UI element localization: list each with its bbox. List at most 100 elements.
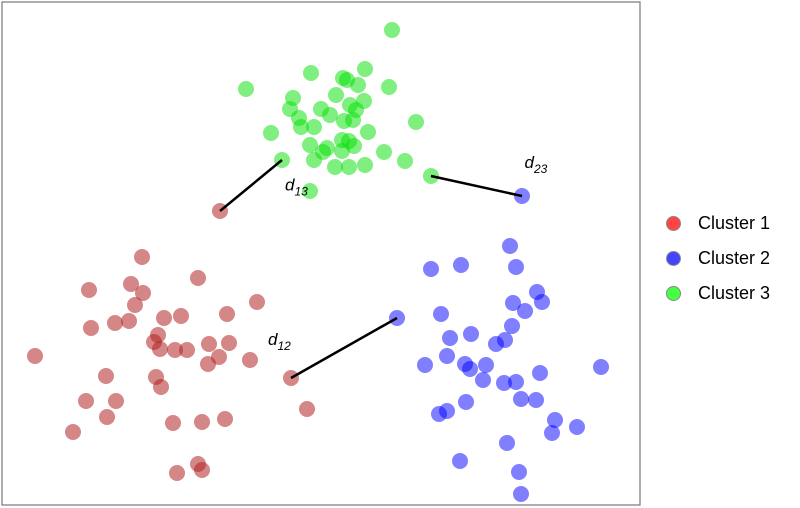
data-point-cluster-3 <box>322 107 338 123</box>
plot-frame <box>1 1 641 506</box>
data-point-cluster-2 <box>499 435 515 451</box>
data-point-cluster-2 <box>504 318 520 334</box>
data-point-cluster-1 <box>121 313 137 329</box>
data-point-cluster-2 <box>513 486 529 502</box>
data-point-cluster-1 <box>65 424 81 440</box>
legend-item-cluster-3: Cluster 3 <box>666 276 770 311</box>
data-point-cluster-1 <box>179 342 195 358</box>
data-point-cluster-1 <box>299 401 315 417</box>
legend-swatch-blue <box>666 251 681 266</box>
data-point-cluster-1 <box>153 379 169 395</box>
data-point-cluster-3 <box>306 119 322 135</box>
data-point-cluster-3 <box>293 119 309 135</box>
data-point-cluster-1 <box>219 306 235 322</box>
data-point-cluster-2 <box>513 391 529 407</box>
data-point-cluster-2 <box>417 357 433 373</box>
data-point-cluster-1 <box>194 414 210 430</box>
legend-item-cluster-1: Cluster 1 <box>666 206 770 241</box>
data-point-cluster-2 <box>508 259 524 275</box>
legend-swatch-green <box>666 286 681 301</box>
legend-label: Cluster 1 <box>698 213 771 233</box>
data-point-cluster-2 <box>544 425 560 441</box>
data-point-cluster-1 <box>221 335 237 351</box>
legend: Cluster 1 Cluster 2 Cluster 3 <box>666 206 770 311</box>
data-point-cluster-1 <box>152 341 168 357</box>
distance-label-d12: d12 <box>268 330 291 353</box>
data-point-cluster-1 <box>165 415 181 431</box>
data-point-cluster-3 <box>397 153 413 169</box>
data-point-cluster-3 <box>350 77 366 93</box>
data-point-cluster-2 <box>502 238 518 254</box>
data-point-cluster-1 <box>107 315 123 331</box>
data-point-cluster-2 <box>528 392 544 408</box>
data-point-cluster-3 <box>346 138 362 154</box>
distance-label-d23: d23 <box>525 153 548 176</box>
data-point-cluster-1 <box>249 294 265 310</box>
data-point-cluster-2 <box>463 326 479 342</box>
data-point-cluster-2 <box>458 394 474 410</box>
data-point-cluster-1 <box>127 297 143 313</box>
data-point-cluster-2 <box>478 357 494 373</box>
data-point-cluster-3 <box>302 137 318 153</box>
data-point-cluster-3 <box>345 112 361 128</box>
data-point-cluster-3 <box>328 87 344 103</box>
data-point-cluster-1 <box>27 348 43 364</box>
data-point-cluster-1 <box>135 285 151 301</box>
data-point-cluster-3 <box>381 79 397 95</box>
data-point-cluster-3 <box>306 152 322 168</box>
data-point-cluster-1 <box>156 310 172 326</box>
legend-label: Cluster 3 <box>698 283 771 303</box>
data-point-cluster-2 <box>475 372 491 388</box>
data-point-cluster-2 <box>452 453 468 469</box>
data-point-cluster-3 <box>357 157 373 173</box>
data-point-cluster-3 <box>334 143 350 159</box>
data-point-cluster-1 <box>123 276 139 292</box>
data-point-cluster-3 <box>303 65 319 81</box>
data-point-cluster-1 <box>81 282 97 298</box>
data-point-cluster-1 <box>190 270 206 286</box>
data-point-cluster-1 <box>83 320 99 336</box>
data-point-cluster-3 <box>263 125 279 141</box>
data-point-cluster-1 <box>200 356 216 372</box>
data-point-cluster-2 <box>496 375 512 391</box>
distance-line-d13 <box>219 159 283 212</box>
data-point-cluster-2 <box>569 419 585 435</box>
data-point-cluster-3 <box>327 159 343 175</box>
data-point-cluster-2 <box>511 464 527 480</box>
data-point-cluster-1 <box>99 409 115 425</box>
legend-swatch-red <box>666 216 681 231</box>
data-point-cluster-2 <box>433 306 449 322</box>
data-point-cluster-2 <box>462 361 478 377</box>
data-point-cluster-2 <box>453 257 469 273</box>
data-point-cluster-3 <box>408 114 424 130</box>
data-point-cluster-1 <box>194 462 210 478</box>
data-point-cluster-2 <box>439 348 455 364</box>
data-point-cluster-2 <box>517 303 533 319</box>
data-point-cluster-2 <box>532 365 548 381</box>
data-point-cluster-2 <box>423 261 439 277</box>
data-point-cluster-3 <box>238 81 254 97</box>
data-point-cluster-2 <box>488 336 504 352</box>
data-point-cluster-1 <box>217 411 233 427</box>
legend-item-cluster-2: Cluster 2 <box>666 241 770 276</box>
data-point-cluster-1 <box>108 393 124 409</box>
data-point-cluster-2 <box>593 359 609 375</box>
data-point-cluster-1 <box>167 342 183 358</box>
data-point-cluster-2 <box>534 294 550 310</box>
data-point-cluster-1 <box>169 465 185 481</box>
data-point-cluster-2 <box>442 330 458 346</box>
distance-label-d13: d13 <box>285 176 308 199</box>
data-point-cluster-2 <box>505 295 521 311</box>
data-point-cluster-2 <box>547 412 563 428</box>
data-point-cluster-2 <box>508 374 524 390</box>
data-point-cluster-2 <box>439 403 455 419</box>
data-point-cluster-1 <box>242 352 258 368</box>
data-point-cluster-3 <box>341 159 357 175</box>
data-point-cluster-1 <box>98 368 114 384</box>
legend-label: Cluster 2 <box>698 248 771 268</box>
data-point-cluster-3 <box>357 61 373 77</box>
data-point-cluster-1 <box>78 393 94 409</box>
data-point-cluster-1 <box>201 336 217 352</box>
data-point-cluster-3 <box>384 22 400 38</box>
